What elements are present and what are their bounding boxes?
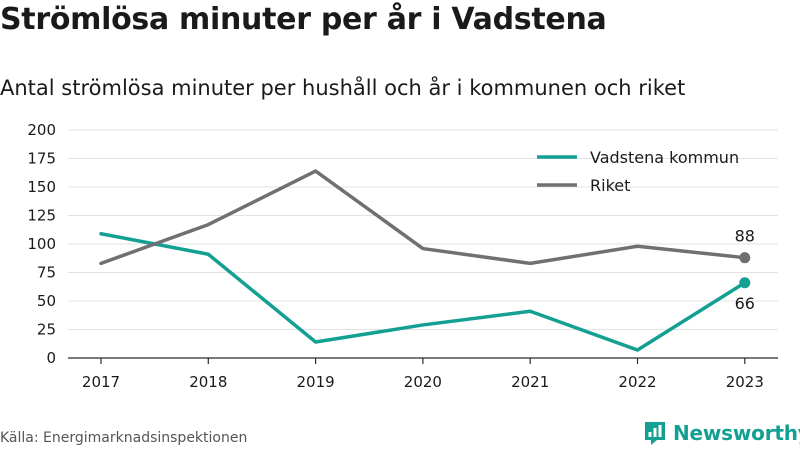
brand-logo: Newsworthy: [643, 420, 800, 446]
y-tick-label: 200: [27, 121, 56, 139]
x-tick-label: 2020: [404, 373, 442, 391]
chart-subtitle: Antal strömlösa minuter per hushåll och …: [0, 76, 686, 100]
brand-name: Newsworthy: [673, 421, 800, 445]
legend-label: Riket: [590, 176, 630, 195]
y-tick-label: 175: [27, 150, 56, 168]
x-tick-label: 2022: [618, 373, 656, 391]
series-line: [99, 231, 747, 352]
chart-title: Strömlösa minuter per år i Vadstena: [0, 2, 607, 37]
y-axis: 0 25 50 75 100 125 150 175 200: [27, 121, 56, 367]
legend: Vadstena kommun Riket: [537, 148, 739, 195]
data-point: [739, 277, 751, 289]
y-tick-label: 100: [27, 235, 56, 253]
y-tick-label: 125: [27, 207, 56, 225]
series-lines: 66 88: [99, 169, 755, 352]
y-tick-label: 25: [37, 321, 56, 339]
x-tick-label: 2019: [297, 373, 335, 391]
y-tick-label: 0: [46, 349, 56, 367]
series-line: [99, 169, 747, 266]
y-tick-label: 75: [37, 264, 56, 282]
y-tick-label: 150: [27, 178, 56, 196]
y-tick-label: 50: [37, 292, 56, 310]
end-value-label: 88: [735, 227, 755, 246]
newsworthy-logo-icon: [645, 422, 665, 445]
x-tick-label: 2018: [189, 373, 227, 391]
x-axis: 2017 2018 2019 2020 2021 2022 2023: [82, 358, 764, 391]
x-tick-label: 2021: [511, 373, 549, 391]
data-point: [739, 252, 751, 264]
gridlines: [68, 129, 778, 359]
source-note: Källa: Energimarknadsinspektionen: [0, 430, 248, 446]
end-value-label: 66: [735, 294, 755, 313]
x-tick-label: 2023: [726, 373, 764, 391]
x-tick-label: 2017: [82, 373, 120, 391]
legend-label: Vadstena kommun: [590, 148, 739, 167]
